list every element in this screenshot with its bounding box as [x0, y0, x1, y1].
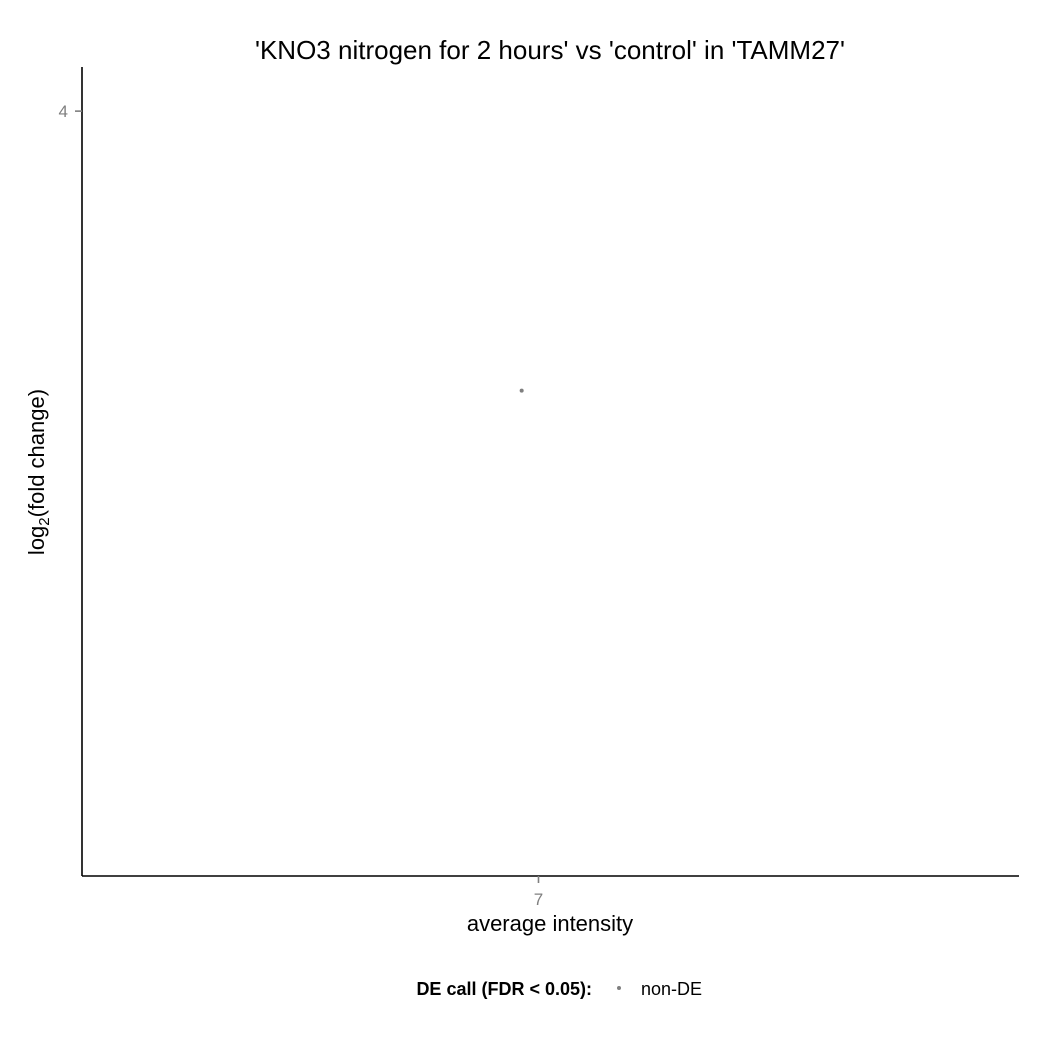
data-point-0-0	[519, 388, 524, 393]
x-axis-title: average intensity	[467, 911, 633, 936]
legend-key-non-de	[617, 986, 621, 990]
x-tick-label-0: 7	[534, 890, 543, 909]
chart-title: 'KNO3 nitrogen for 2 hours' vs 'control'…	[255, 35, 845, 65]
legend: DE call (FDR < 0.05): non-DE	[416, 979, 702, 999]
y-axis-title-rest: (fold change)	[24, 389, 49, 517]
y-axis-title-main: log	[24, 526, 49, 555]
y-axis-title-subscript: 2	[36, 517, 53, 525]
data-points	[519, 388, 524, 393]
legend-title: DE call (FDR < 0.05):	[416, 979, 592, 999]
y-axis-title: log2(fold change)	[24, 389, 53, 555]
y-ticks: 4	[59, 102, 82, 121]
plot-area: 4 7	[59, 67, 1019, 909]
legend-label-non-de: non-DE	[641, 979, 702, 999]
x-ticks: 7	[534, 876, 543, 909]
y-tick-label-0: 4	[59, 102, 68, 121]
